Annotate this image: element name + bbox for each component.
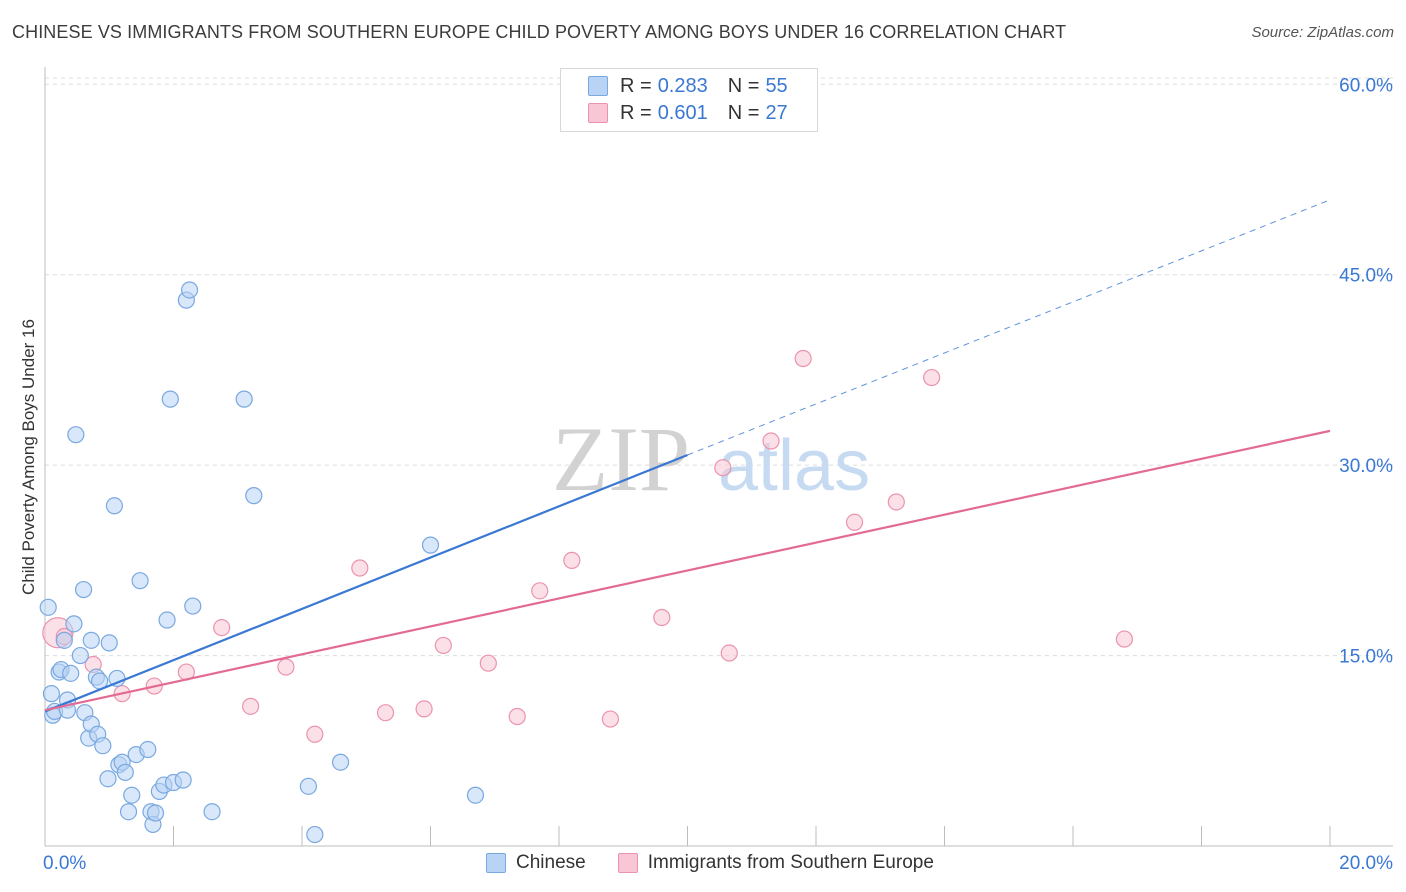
y-axis-title: Child Poverty Among Boys Under 16 <box>19 319 38 595</box>
chinese-point <box>39 598 57 616</box>
southern-europe-point <box>242 697 260 715</box>
chinese-point <box>180 281 199 299</box>
chinese-point <box>105 497 123 515</box>
y-tick-label: 15.0% <box>1339 647 1393 668</box>
chinese-point <box>131 572 149 590</box>
gridlines <box>45 77 1393 657</box>
chinese-swatch <box>588 76 608 96</box>
axis-labels: 15.0% 30.0% 45.0% 60.0% 0.0% 20.0% Child Pover… <box>19 75 1393 874</box>
chinese-point <box>245 487 263 505</box>
chinese-point <box>74 580 93 599</box>
chinese-point <box>174 771 192 789</box>
n-label: N = <box>727 74 760 97</box>
southern-europe-point <box>277 658 295 676</box>
chinese-point <box>158 611 176 629</box>
southern-europe-point <box>653 608 671 627</box>
data-points <box>39 98 1134 844</box>
chinese-point <box>466 786 485 804</box>
chinese-point <box>82 631 100 649</box>
y-tick-label: 45.0% <box>1339 266 1393 287</box>
southern-europe-point <box>762 432 780 450</box>
legend-item-chinese[interactable]: Chinese <box>486 852 586 874</box>
chinese-point <box>161 390 179 408</box>
watermark-atlas: atlas <box>718 426 870 506</box>
chinese-point <box>235 390 253 408</box>
southern-europe-point <box>531 582 549 600</box>
trend-lines <box>44 199 1331 713</box>
watermark-zip: ZIP <box>552 408 690 510</box>
southern-europe-point <box>479 654 497 672</box>
chinese-n-value: 55 <box>765 74 788 97</box>
stats-legend: R = 0.283 N = 55 R = 0.601 N = 27 <box>560 68 818 132</box>
chinese-point <box>100 634 118 652</box>
southern-europe-point <box>794 349 812 368</box>
chinese-point <box>184 597 202 615</box>
southern-europe-point <box>434 636 452 655</box>
chinese-point <box>299 777 318 795</box>
chinese-point <box>116 763 134 781</box>
southern-europe-swatch <box>588 103 608 123</box>
y-tick-label: 60.0% <box>1339 75 1393 96</box>
chinese-point <box>203 803 221 821</box>
southern-europe-point <box>923 368 941 387</box>
x-tick-label-min: 0.0% <box>43 853 86 874</box>
chinese-point <box>71 646 89 665</box>
chinese-point <box>123 786 141 804</box>
y-tick-label: 30.0% <box>1339 456 1393 477</box>
legend-label-chinese: Chinese <box>516 852 586 873</box>
chinese-point <box>99 770 117 788</box>
chinese-r-value: 0.283 <box>657 74 708 97</box>
r-label: R = <box>620 101 652 124</box>
watermark: ZIP atlas <box>552 408 870 510</box>
southern-europe-r-value: 0.601 <box>657 101 708 124</box>
n-label: N = <box>727 101 760 124</box>
southern-europe-point <box>720 644 738 662</box>
chinese-point <box>62 664 80 682</box>
chinese-point <box>94 737 112 755</box>
chinese-point <box>146 804 165 822</box>
southern-europe-point <box>887 493 905 511</box>
southern-europe-point <box>351 559 369 577</box>
southern-europe-point <box>376 704 395 722</box>
southern-europe-point <box>306 725 324 743</box>
chinese-point <box>42 685 61 703</box>
x-tick-label-max: 20.0% <box>1339 853 1393 874</box>
southern-europe-trend-line <box>44 429 1331 712</box>
chinese-trend-line <box>44 453 688 713</box>
chinese-point <box>139 740 157 759</box>
chinese-point <box>331 753 350 771</box>
southern-europe-point <box>213 619 231 637</box>
southern-europe-legend-swatch <box>617 853 638 873</box>
r-label: R = <box>620 74 652 97</box>
stats-legend-row-southern-europe: R = 0.601 N = 27 <box>588 102 788 124</box>
chinese-point <box>65 615 83 633</box>
chinese-point <box>119 803 138 821</box>
chinese-point <box>67 426 85 444</box>
chart-title: CHINESE VS IMMIGRANTS FROM SOUTHERN EURO… <box>12 22 1067 42</box>
southern-europe-point <box>601 710 620 728</box>
chinese-legend-swatch <box>486 853 506 873</box>
southern-europe-n-value: 27 <box>765 101 788 124</box>
southern-europe-point <box>1115 630 1134 648</box>
source-credit: Source: ZipAtlas.com <box>1251 24 1394 41</box>
chinese-point <box>55 631 73 649</box>
chinese-point <box>421 536 440 554</box>
chinese-point <box>306 825 324 844</box>
series-legend: Chinese Immigrants from Southern Europe <box>486 852 966 874</box>
legend-item-southern-europe[interactable]: Immigrants from Southern Europe <box>617 852 934 874</box>
legend-label-southern-europe: Immigrants from Southern Europe <box>647 852 934 873</box>
southern-europe-point <box>508 707 526 726</box>
southern-europe-point <box>845 513 864 531</box>
southern-europe-point <box>563 551 581 569</box>
southern-europe-point <box>714 459 732 477</box>
southern-europe-point <box>415 700 433 718</box>
chinese-trend-extension <box>687 199 1331 456</box>
stats-legend-row-chinese: R = 0.283 N = 55 <box>588 75 788 97</box>
